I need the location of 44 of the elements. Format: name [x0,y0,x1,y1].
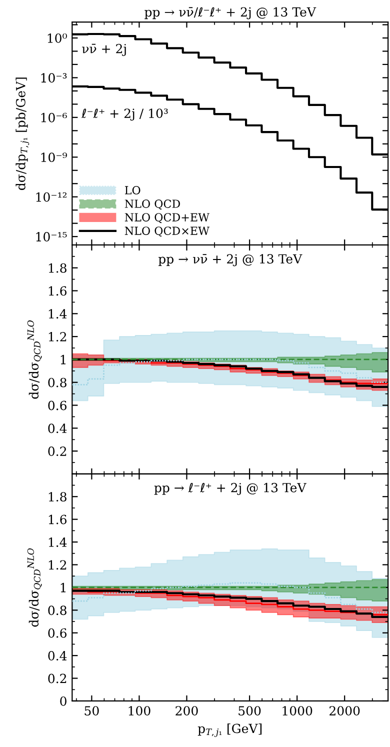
y-tick-label: 10⁻⁶ [41,112,67,122]
x-tick-label: 1000 [282,706,312,716]
y-tick-label: 0.8 [48,378,66,388]
legend-label: LO [124,186,140,194]
annotation: νν̄ + 2j [82,44,126,56]
y-tick-label: 10⁻³ [41,73,67,83]
y-tick-label: 10⁰ [48,33,67,43]
x-axis-title: p$_{T,j₁}$ [GeV] [198,724,262,737]
y-tick-label: 0.4 [48,651,67,660]
y-tick-label: 0.4 [48,424,67,434]
y-tick-label: 1.8 [48,492,66,502]
y-axis-title: dσ/dσ$_{QCD}$$^{NLO}$ [27,320,42,399]
y-tick-label: 1.6 [48,286,66,296]
annotation: ℓ⁻ℓ⁺ + 2j / 10³ [81,108,168,121]
y-tick-label: 1 [60,354,66,364]
y-tick-label: 0.2 [48,674,66,684]
y-tick-label: 0.6 [48,628,66,638]
y-tick-label: 10⁻¹⁵ [36,232,67,242]
y-axis-title: dσ/dp$_{T,j₁}$ [pb/GeV] [16,78,30,190]
chart-title: pp → νν̄/ℓ⁻ℓ⁺ + 2j @ 13 TeV [144,7,316,20]
y-tick-label: 1.8 [48,263,66,273]
y-tick-label: 1.4 [48,309,67,319]
y-tick-label: 1 [60,582,66,592]
y-tick-label: 10⁻¹² [36,192,66,202]
x-tick-label: 100 [128,706,150,716]
y-tick-label: 0.6 [48,400,66,410]
y-tick-label: 0.8 [48,606,66,616]
legend-label: NLO QCD×EW [124,226,210,237]
y-tick-label: 0 [60,696,66,706]
x-tick-label: 2000 [330,706,360,716]
y-tick-label: 1.2 [48,332,66,342]
x-tick-label: 50 [84,706,99,716]
y-tick-label: 1.6 [48,514,66,524]
y-tick-label: 1.4 [48,537,67,547]
x-tick-label: 200 [176,706,198,716]
text: pp → ℓ⁻ℓ⁺ + 2j @ 13 TeV [154,482,306,495]
legend-label: NLO QCD [124,200,180,210]
y-tick-label: 10⁻⁹ [41,152,67,162]
y-axis-title: dσ/dσ$_{QCD}$$^{NLO}$ [27,548,42,627]
legend-label: NLO QCD+EW [124,213,210,224]
text: pp → νν̄ + 2j @ 13 TeV [158,254,302,266]
x-tick-label: 500 [238,706,261,716]
y-tick-label: 1.2 [48,560,66,570]
y-tick-label: 0.2 [48,446,66,456]
